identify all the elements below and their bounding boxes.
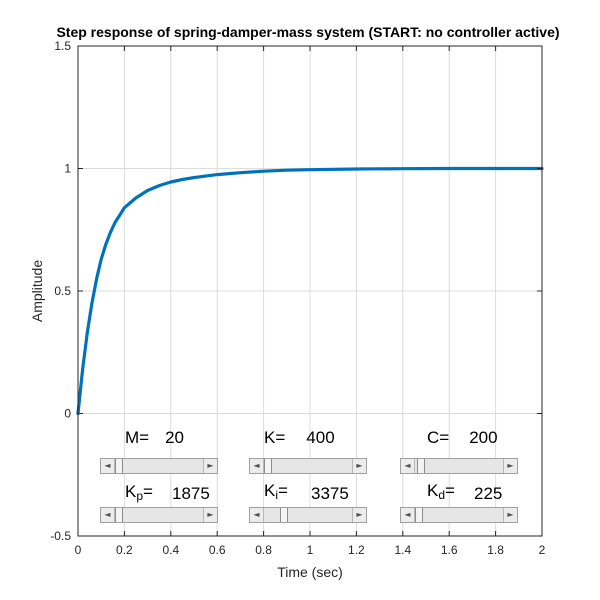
ki-name: K — [264, 481, 276, 500]
kp-label: Kp= — [125, 482, 153, 506]
mass-name: M= — [125, 428, 150, 447]
mass-slider[interactable]: ◄ ► — [100, 458, 218, 474]
x-tick-label: 0.4 — [162, 543, 179, 557]
x-axis-label: Time (sec) — [277, 564, 343, 580]
ki-slider[interactable]: ◄ ► — [249, 507, 367, 523]
y-tick-label: 0 — [64, 407, 71, 421]
slider-thumb[interactable] — [280, 508, 288, 522]
ki-value: 3375 — [311, 484, 349, 503]
spring-name: K= — [264, 428, 286, 447]
ki-subscript: i — [275, 488, 279, 502]
kd-value: 225 — [474, 484, 503, 503]
series-group — [76, 166, 544, 416]
spring-value: 400 — [306, 428, 335, 447]
x-tick-label: 0.6 — [209, 543, 226, 557]
slider-thumb[interactable] — [417, 459, 426, 473]
spring-slider[interactable]: ◄ ► — [249, 458, 367, 474]
y-axis-label: Amplitude — [29, 260, 45, 322]
x-tick-label: 1 — [307, 543, 314, 557]
ki-label: Ki= — [264, 481, 288, 505]
x-tick-label: 1.8 — [487, 543, 504, 557]
spring-label: K= 400 — [264, 428, 335, 448]
left-arrow-icon[interactable]: ◄ — [250, 459, 264, 473]
kd-equals: = — [445, 481, 455, 500]
chart-title: Step response of spring-damper-mass syst… — [56, 24, 559, 40]
x-tick-label: 1.4 — [394, 543, 411, 557]
left-arrow-icon[interactable]: ◄ — [401, 459, 415, 473]
kp-slider[interactable]: ◄ ► — [100, 507, 218, 523]
kd-label: Kd= — [427, 481, 455, 505]
kp-value: 1875 — [172, 484, 210, 503]
damper-slider[interactable]: ◄ ► — [400, 458, 518, 474]
slider-thumb[interactable] — [115, 508, 123, 522]
kd-subscript: d — [438, 488, 446, 502]
x-tick-label: 1.2 — [348, 543, 365, 557]
x-tick-label: 2 — [539, 543, 546, 557]
step-response-line — [76, 166, 544, 416]
x-tick-label: 0.8 — [255, 543, 272, 557]
kd-name: K — [427, 481, 439, 500]
right-arrow-icon[interactable]: ► — [203, 508, 217, 522]
right-arrow-icon[interactable]: ► — [503, 459, 517, 473]
left-arrow-icon[interactable]: ◄ — [250, 508, 264, 522]
kd-slider[interactable]: ◄ ► — [400, 507, 518, 523]
y-tick-label: 1.5 — [54, 39, 71, 53]
x-tick-label: 0 — [75, 543, 82, 557]
left-arrow-icon[interactable]: ◄ — [101, 508, 115, 522]
x-tick-label: 0.2 — [116, 543, 133, 557]
damper-name: C= — [427, 428, 450, 447]
right-arrow-icon[interactable]: ► — [203, 459, 217, 473]
slider-thumb[interactable] — [415, 508, 423, 522]
right-arrow-icon[interactable]: ► — [352, 508, 366, 522]
slider-thumb[interactable] — [115, 459, 123, 473]
right-arrow-icon[interactable]: ► — [503, 508, 517, 522]
damper-value: 200 — [469, 428, 498, 447]
kp-name: K — [125, 482, 137, 501]
ki-equals: = — [278, 481, 288, 500]
kp-subscript: p — [136, 489, 144, 503]
damper-label: C= 200 — [427, 428, 498, 448]
slider-thumb[interactable] — [264, 459, 272, 473]
kp-equals: = — [143, 482, 153, 501]
y-tick-label: -0.5 — [50, 529, 71, 543]
y-tick-label: 1 — [64, 162, 71, 176]
left-arrow-icon[interactable]: ◄ — [101, 459, 115, 473]
mass-value: 20 — [165, 428, 185, 447]
mass-label: M= 20 — [125, 428, 184, 448]
tick-group: 0 0.2 0.4 0.6 0.8 1 1.2 1.4 1.6 1.8 2 -0.5 0 0.5 1 1.5 — [50, 39, 545, 557]
y-tick-label: 0.5 — [54, 284, 71, 298]
x-tick-label: 1.6 — [441, 543, 458, 557]
left-arrow-icon[interactable]: ◄ — [401, 508, 415, 522]
right-arrow-icon[interactable]: ► — [352, 459, 366, 473]
